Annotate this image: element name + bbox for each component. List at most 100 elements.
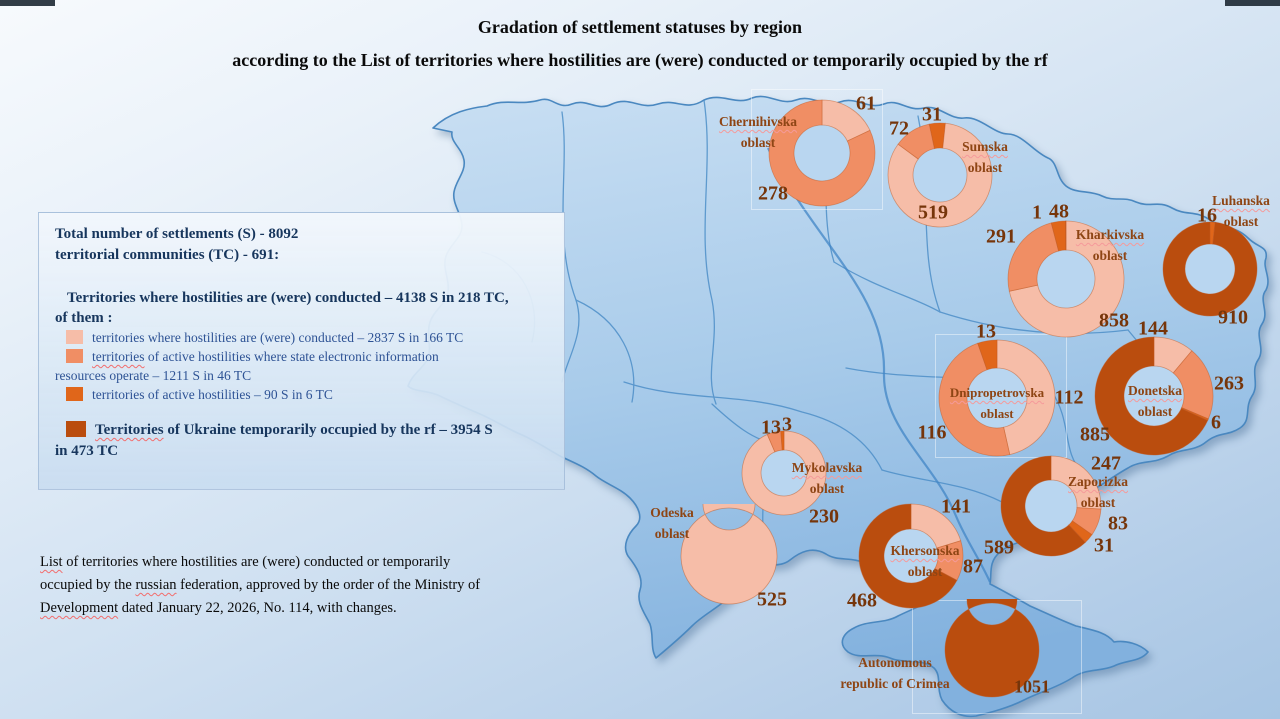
- conducted-heading: Territories where hostilities are (were)…: [67, 290, 509, 306]
- value-label-zaporizka-active_info: 83: [1108, 512, 1128, 535]
- donut-hole: [967, 368, 1027, 428]
- segment-active_info: [768, 99, 876, 207]
- note-word-list: List: [40, 554, 63, 570]
- donut-hole: [913, 148, 967, 202]
- value-label-mykolavska-active_info: 13: [761, 416, 781, 439]
- legend-item-conducted: territories where hostilities are (were)…: [55, 328, 548, 347]
- region-label-line1: Sumska: [962, 139, 1008, 154]
- region-label-line1: Khersonska: [890, 543, 960, 558]
- value-label-zaporizka-occupied: 589: [984, 536, 1014, 559]
- legend-item-active-info-word: territories: [92, 349, 145, 364]
- corner-artifact-right: [1225, 0, 1280, 6]
- region-label-line2: oblast: [1137, 404, 1173, 419]
- occupied-swatch: [66, 421, 86, 437]
- note-line3: dated January 22, 2026, No. 114, with ch…: [118, 600, 397, 616]
- region-label-line2: oblast: [1080, 495, 1116, 510]
- region-label-line2: oblast: [654, 526, 690, 541]
- donut-hole: [1025, 480, 1077, 532]
- region-label-crimea: Autonomous republic of Crimea: [840, 652, 949, 694]
- total-settlements: Total number of settlements (S) - 8092: [55, 226, 299, 242]
- segment-occupied: [944, 599, 1040, 698]
- value-label-dnipropetrovska-conducted: 112: [1054, 386, 1084, 409]
- region-label-line1: Luhanska: [1212, 193, 1270, 208]
- region-label-line1: Zaporizka: [1067, 474, 1129, 489]
- region-label-luhanska: Luhanska oblast: [1212, 190, 1270, 232]
- value-label-donetska-occupied: 885: [1080, 423, 1110, 446]
- note-word-russian: russian: [135, 577, 177, 593]
- active-info-swatch: [66, 349, 83, 363]
- source-note: List of territories where hostilities ar…: [40, 551, 588, 620]
- region-label-zaporizka: Zaporizka oblast: [1068, 471, 1128, 513]
- region-label-line2: oblast: [980, 406, 1014, 421]
- legend-item-occupied-2: in 473 TC: [55, 443, 119, 459]
- region-label-line2: oblast: [740, 135, 776, 150]
- value-label-donetska-conducted: 144: [1138, 317, 1168, 340]
- legend-item-active: territories of active hostilities – 90 S…: [55, 385, 548, 404]
- value-label-donetska-active_info: 263: [1214, 372, 1244, 395]
- donut-chart-crimea: [944, 599, 1040, 698]
- value-label-mykolavska-conducted: 230: [809, 505, 839, 528]
- value-label-odeska-conducted: 525: [757, 588, 787, 611]
- region-label-odeska: Odeska oblast: [650, 502, 694, 544]
- value-label-sumska-active: 31: [922, 103, 942, 126]
- region-label-line2: oblast: [907, 564, 943, 579]
- value-label-kharkivska-occupied: 1: [1032, 201, 1042, 224]
- donut-chart-kharkivska: [1007, 220, 1125, 338]
- donut-hole: [794, 125, 850, 181]
- plot-area-box: [935, 334, 1067, 458]
- region-label-line2: oblast: [809, 481, 845, 496]
- legend-item-occupied-label: of Ukraine temporarily occupied by the r…: [163, 422, 493, 438]
- segment-conducted: [680, 504, 778, 605]
- value-label-mykolavska-active: 3: [782, 413, 792, 436]
- segment-conducted: [1008, 220, 1125, 338]
- donut-chart-sumska: [887, 122, 993, 228]
- donut-hole: [1185, 244, 1235, 294]
- legend-item-occupied: Territories of Ukraine temporarily occup…: [55, 420, 548, 441]
- donut-chart-odeska: [680, 504, 778, 605]
- active-swatch: [66, 387, 83, 401]
- value-label-luhanska-active: 16: [1197, 204, 1217, 227]
- donut-chart-donetska: [1094, 336, 1214, 456]
- value-label-zaporizka-conducted: 247: [1091, 452, 1121, 475]
- donut-chart-luhanska: [1162, 221, 1258, 317]
- region-label-line2: oblast: [1092, 248, 1128, 263]
- note-line2: federation, approved by the order of the…: [176, 577, 481, 593]
- region-label-line1: Chernihivska: [718, 114, 798, 129]
- region-label-line1: Kharkivska: [1075, 227, 1145, 242]
- value-label-sumska-conducted: 519: [918, 201, 948, 224]
- donut-chart-khersonska: [858, 503, 964, 609]
- value-label-zaporizka-active: 31: [1094, 534, 1114, 557]
- value-label-khersonska-conducted: 141: [941, 495, 971, 518]
- segment-conducted: [996, 339, 1056, 456]
- value-label-chernihivska-active_info: 278: [758, 182, 788, 205]
- region-label-donetska: Donetska oblast: [1128, 380, 1182, 422]
- value-label-luhanska-occupied: 910: [1218, 306, 1248, 329]
- donut-chart-zaporizka: [1000, 455, 1102, 557]
- segment-occupied: [1094, 336, 1209, 456]
- summary-legend-box: Total number of settlements (S) - 8092 t…: [38, 212, 565, 490]
- note-line2-pre: occupied by the: [40, 577, 136, 593]
- region-label-khersonska: Khersonska oblast: [890, 540, 959, 582]
- segment-active: [977, 339, 998, 371]
- region-label-dnipropetrovska: Dnipropetrovska oblast: [950, 382, 1044, 424]
- region-label-sumska: Sumska oblast: [962, 136, 1008, 178]
- page-title-line2: according to the List of territories whe…: [232, 50, 1048, 70]
- donut-hole: [1124, 366, 1184, 426]
- value-label-chernihivska-conducted: 61: [856, 92, 876, 115]
- region-label-line1: Odeska: [650, 505, 694, 520]
- value-label-kharkivska-conducted: 858: [1099, 309, 1129, 332]
- total-communities: territorial communities (TC) - 691:: [55, 247, 280, 263]
- donut-chart-chernihivska: [768, 99, 876, 207]
- dnipro-river: [767, 147, 991, 583]
- region-label-line2: oblast: [1223, 214, 1259, 229]
- segment-occupied: [1000, 455, 1086, 557]
- corner-artifact-left: [0, 0, 55, 6]
- value-label-dnipropetrovska-active: 13: [976, 320, 996, 343]
- legend-item-active-info-label: of active hostilities where state electr…: [144, 349, 439, 364]
- region-label-mykolavska: Mykolavska oblast: [792, 457, 863, 499]
- segment-occupied: [858, 503, 958, 609]
- value-label-donetska-active: 6: [1211, 411, 1221, 434]
- donut-chart-mykolavska: [741, 430, 827, 516]
- conducted-heading-2: of them :: [55, 310, 113, 326]
- donut-hole: [884, 529, 938, 583]
